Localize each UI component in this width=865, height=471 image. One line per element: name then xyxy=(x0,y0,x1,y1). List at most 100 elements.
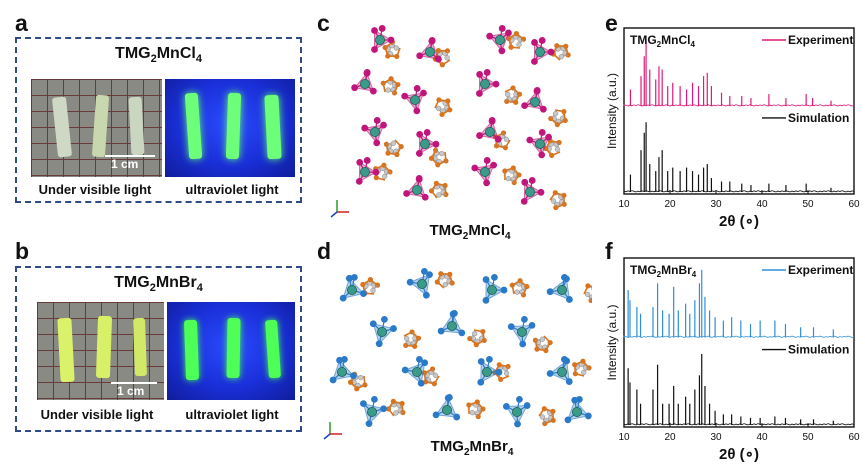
bond xyxy=(587,285,592,288)
cl-atom xyxy=(533,87,541,94)
br-atom xyxy=(365,420,373,428)
x-axis-label: 2θ (∘) xyxy=(719,446,759,463)
br-atom xyxy=(561,274,568,281)
br-atom xyxy=(546,370,554,377)
h-atom xyxy=(381,173,388,180)
br-atom xyxy=(437,327,445,335)
carbon-atom xyxy=(439,111,445,118)
cl-atom xyxy=(521,178,529,186)
y-axis-label: Intensity (a.u.) xyxy=(605,73,619,149)
cl-atom xyxy=(498,25,506,32)
mn-atom xyxy=(484,127,495,138)
cl-atom xyxy=(371,27,378,34)
br-atom xyxy=(421,359,429,367)
br-atom xyxy=(519,340,527,348)
cl-atom xyxy=(363,69,371,76)
mn-atom xyxy=(370,127,381,138)
br-atom xyxy=(406,278,414,286)
y-axis-label: Intensity (a.u.) xyxy=(605,304,619,380)
plot-frame xyxy=(623,257,855,428)
panel-a-box: TMG2MnCl4 1 cm Under visible light ultra… xyxy=(15,37,302,203)
cl-atom xyxy=(416,52,424,60)
cl-atom xyxy=(492,80,500,88)
crystal xyxy=(51,96,73,158)
mn-atom xyxy=(447,321,458,332)
h-atom xyxy=(385,87,391,93)
h-atom xyxy=(390,140,397,146)
x-axis-label: 2θ (∘) xyxy=(719,213,759,230)
scale-bar-label: 1 cm xyxy=(111,157,139,171)
panel-b-title: TMG2MnBr4 xyxy=(114,274,203,295)
br-atom xyxy=(564,416,572,424)
caption-uv-a: ultraviolet light xyxy=(185,182,279,197)
h-atom xyxy=(393,410,399,416)
br-atom xyxy=(546,288,554,296)
carbon-atom xyxy=(588,297,592,304)
cl-atom xyxy=(361,124,369,132)
h-atom xyxy=(554,146,561,152)
br-atom xyxy=(565,378,573,385)
plot-frame xyxy=(623,27,855,195)
uv-light-photo-b xyxy=(167,302,295,400)
cl-atom xyxy=(387,36,395,44)
mn-atom xyxy=(410,95,421,106)
caption-uv-b: ultraviolet light xyxy=(185,407,279,422)
carbon-atom xyxy=(391,90,398,96)
crystal-glow xyxy=(183,319,200,381)
cl-atom xyxy=(373,139,381,147)
mn-atom xyxy=(556,284,567,295)
h-atom xyxy=(436,192,442,198)
crystal xyxy=(91,94,110,158)
br-atom xyxy=(482,296,490,304)
br-atom xyxy=(360,400,367,408)
br-atom xyxy=(432,411,440,419)
mn-atom xyxy=(481,367,492,378)
x-tick-label: 10 xyxy=(618,432,630,443)
br-atom xyxy=(417,379,425,387)
cl-atom xyxy=(545,133,552,141)
br-atom xyxy=(381,316,388,323)
cl-atom xyxy=(369,87,377,95)
br-atom xyxy=(576,396,583,403)
br-atom xyxy=(507,323,515,331)
carbon-atom xyxy=(394,151,400,158)
br-atom xyxy=(446,394,453,401)
panel-letter-b: b xyxy=(15,238,30,264)
h-atom xyxy=(393,45,400,51)
h-atom xyxy=(516,41,522,48)
carbon-atom xyxy=(561,108,567,115)
crystal-glow xyxy=(184,92,203,160)
cl-atom xyxy=(413,85,421,92)
cl-atom xyxy=(498,47,506,55)
mn-atom xyxy=(360,79,371,90)
crystal-glow xyxy=(226,317,241,379)
cl-atom xyxy=(423,129,431,136)
x-tick-label: 40 xyxy=(756,432,768,443)
carbon-atom xyxy=(433,147,439,153)
carbon-atom xyxy=(532,337,539,343)
series-baseline xyxy=(623,335,855,338)
br-atom xyxy=(351,274,358,281)
xrd-chart-mnbr4: Experiment Simulation TMG2MnBr4 10 20 30 40 50 6… xyxy=(605,257,860,463)
cl-atom xyxy=(476,71,484,78)
uv-light-photo-a xyxy=(165,79,295,177)
h-atom xyxy=(358,374,364,381)
mn-atom xyxy=(360,166,371,177)
scale-bar xyxy=(105,155,155,157)
h-atom xyxy=(505,91,511,98)
cl-atom xyxy=(372,168,380,176)
cl-atom xyxy=(380,121,387,129)
mn-atom xyxy=(346,284,357,295)
cl-atom xyxy=(531,58,538,65)
cl-atom xyxy=(547,48,555,56)
mn-atom xyxy=(524,186,535,197)
cl-atom xyxy=(520,197,528,205)
mn-atom xyxy=(412,184,423,195)
carbon-atom xyxy=(565,52,571,58)
br-atom xyxy=(329,376,337,384)
cl-atom xyxy=(413,107,421,115)
series-baseline xyxy=(623,190,855,193)
cl-atom xyxy=(483,157,491,164)
br-atom xyxy=(371,396,378,403)
cl-atom xyxy=(363,157,371,164)
